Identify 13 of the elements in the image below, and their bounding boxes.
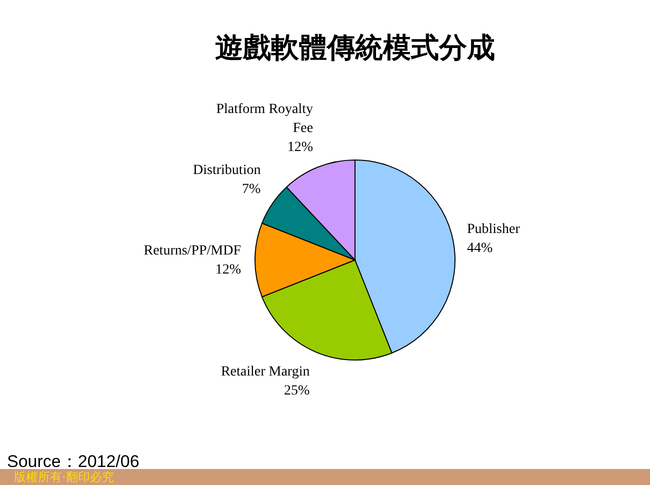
chart-title: 遊戲軟體傳統模式分成 — [215, 33, 495, 64]
data-label: 7% — [242, 182, 262, 197]
data-label: 44% — [466, 241, 493, 256]
data-label: 25% — [284, 384, 310, 399]
data-label: 12% — [287, 140, 314, 156]
slice-label: Publisher — [466, 222, 520, 238]
slice-label: Retailer Margin — [220, 364, 310, 380]
slice-label: Returns/PP/MDF — [144, 244, 242, 258]
source-note: Source：2012/06 — [7, 451, 140, 471]
slice-label: Platform Royalty Fee — [216, 102, 314, 136]
footer-strip: 版權所有‧翻印必究 — [0, 469, 650, 485]
data-label: 12% — [215, 262, 242, 278]
slice-label: Distribution — [193, 162, 261, 178]
